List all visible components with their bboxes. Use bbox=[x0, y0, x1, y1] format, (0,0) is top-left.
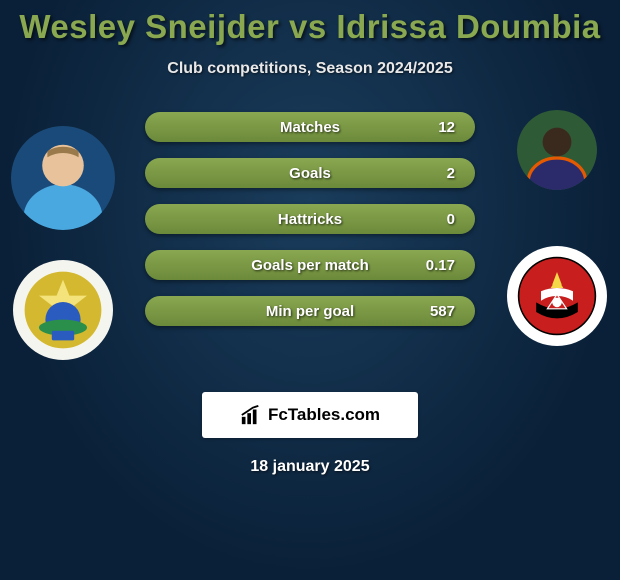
stat-label: Goals per match bbox=[251, 257, 369, 274]
stat-row-hattricks: Hattricks 0 bbox=[145, 204, 475, 234]
stat-right-value: 2 bbox=[415, 165, 455, 182]
page-title: Wesley Sneijder vs Idrissa Doumbia bbox=[0, 0, 620, 46]
player-left-club-badge bbox=[13, 260, 113, 360]
player-left-avatar bbox=[11, 126, 115, 230]
stat-label: Matches bbox=[280, 119, 340, 136]
player-right-club-badge bbox=[507, 246, 607, 346]
stat-row-matches: Matches 12 bbox=[145, 112, 475, 142]
player-right-column bbox=[502, 108, 612, 346]
stat-row-goals-per-match: Goals per match 0.17 bbox=[145, 250, 475, 280]
stat-right-value: 12 bbox=[415, 119, 455, 136]
comparison-area: Matches 12 Goals 2 Hattricks 0 Goals per… bbox=[0, 108, 620, 368]
stat-right-value: 0.17 bbox=[415, 257, 455, 274]
stat-right-value: 0 bbox=[415, 211, 455, 228]
stat-label: Goals bbox=[289, 165, 331, 182]
date-text: 18 january 2025 bbox=[0, 458, 620, 476]
branding-badge: FcTables.com bbox=[202, 392, 418, 438]
stat-label: Min per goal bbox=[266, 303, 354, 320]
subtitle: Club competitions, Season 2024/2025 bbox=[0, 60, 620, 78]
stat-rows: Matches 12 Goals 2 Hattricks 0 Goals per… bbox=[145, 108, 475, 326]
stat-label: Hattricks bbox=[278, 211, 342, 228]
stat-row-min-per-goal: Min per goal 587 bbox=[145, 296, 475, 326]
stat-row-goals: Goals 2 bbox=[145, 158, 475, 188]
player-right-avatar bbox=[517, 110, 597, 190]
branding-text: FcTables.com bbox=[268, 405, 380, 425]
stat-right-value: 587 bbox=[415, 303, 455, 320]
player-left-column bbox=[8, 108, 118, 360]
bar-chart-icon bbox=[240, 404, 262, 426]
